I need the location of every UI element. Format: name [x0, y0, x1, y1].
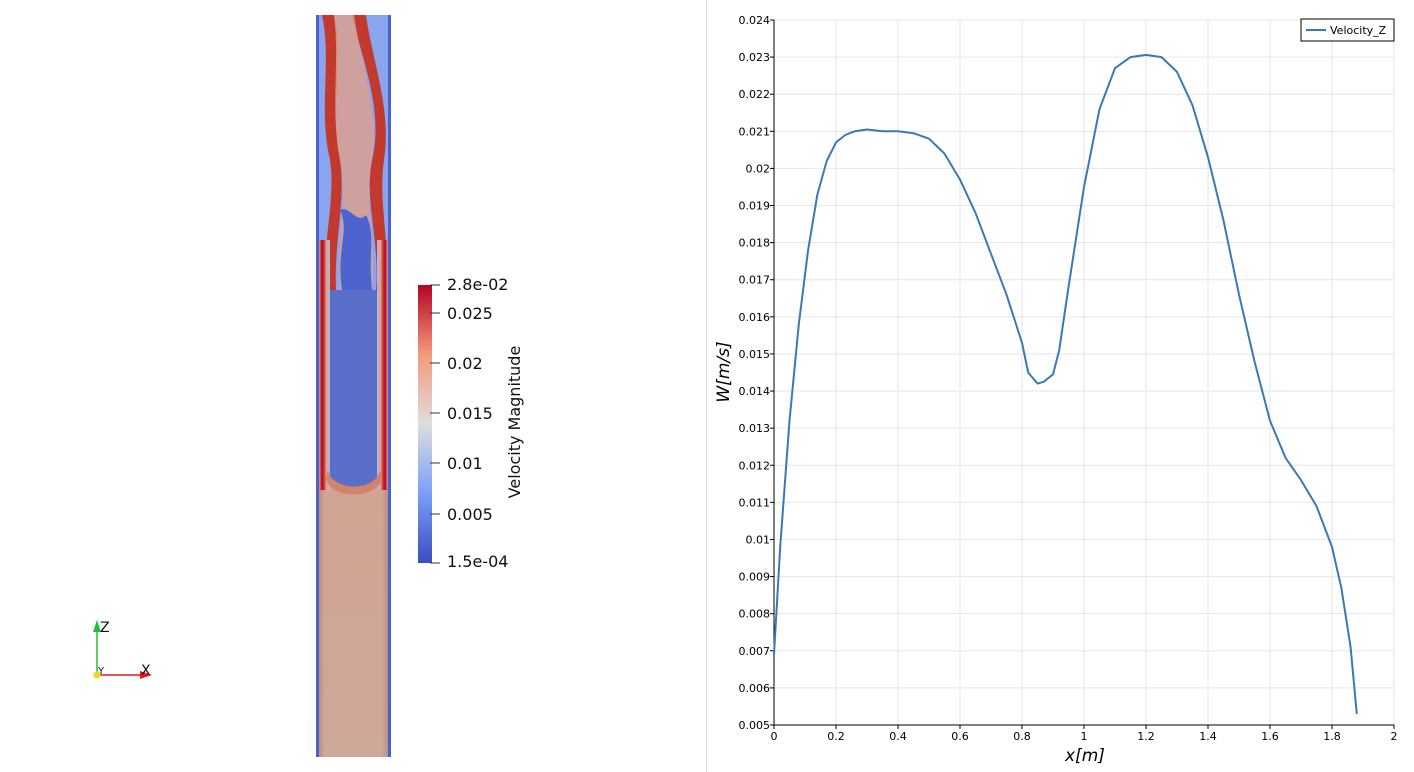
colorbar: 2.8e-02 0.025 0.02 0.015 0.01 0.005 1.5e… [418, 275, 524, 571]
y-axis-title: W[m/s] [714, 341, 734, 402]
x-tick-label: 1 [1081, 730, 1088, 743]
z-axis-label: Z [100, 620, 110, 636]
chart-grid [773, 19, 1395, 726]
colorbar-gradient [418, 285, 432, 563]
y-tick-label: 0.024 [739, 14, 771, 27]
x-axis-label: X [141, 663, 151, 679]
chart-axes: 0 0.2 0.4 0.6 0.8 1 1.2 1.4 1.6 1.8 2 0.005 0.006 0.0… [739, 14, 1398, 743]
y-tick-label: 0.013 [739, 422, 771, 435]
y-tick-label: 0.015 [739, 348, 771, 361]
colorbar-title: Velocity Magnitude [505, 346, 524, 499]
orientation-axes: Z Y X [93, 620, 152, 679]
x-tick-label: 0.8 [1013, 730, 1031, 743]
colorbar-tick-label: 0.005 [447, 505, 493, 524]
x-tick-label: 0 [771, 730, 778, 743]
colorbar-min-label: 1.5e-04 [447, 552, 508, 571]
x-tick-label: 2 [1391, 730, 1398, 743]
y-tick-label: 0.02 [746, 162, 771, 175]
render-view-canvas[interactable]: 2.8e-02 0.025 0.02 0.015 0.01 0.005 1.5e… [0, 0, 706, 772]
x-tick-label: 1.4 [1199, 730, 1217, 743]
x-tick-label: 1.8 [1323, 730, 1341, 743]
chart-legend: Velocity_Z [1300, 18, 1395, 42]
velocity-slice-image [316, 15, 391, 757]
y-tick-label: 0.011 [739, 496, 771, 509]
chart-series [773, 53, 1358, 714]
y-tick-label: 0.019 [739, 200, 771, 213]
colorbar-tick-label: 0.02 [447, 354, 483, 373]
x-tick-label: 0.2 [827, 730, 845, 743]
y-tick-label: 0.009 [739, 571, 771, 584]
line-chart[interactable]: 0 0.2 0.4 0.6 0.8 1 1.2 1.4 1.6 1.8 2 0.005 0.006 0.0… [707, 0, 1414, 772]
y-axis-label: Y [97, 666, 105, 677]
y-tick-label: 0.014 [739, 385, 771, 398]
x-tick-label: 0.6 [951, 730, 969, 743]
colorbar-tick-label: 0.015 [447, 404, 493, 423]
y-tick-label: 0.022 [739, 88, 771, 101]
y-tick-label: 0.008 [739, 608, 771, 621]
y-tick-label: 0.021 [739, 125, 771, 138]
y-tick-label: 0.006 [739, 682, 771, 695]
x-tick-label: 1.6 [1261, 730, 1279, 743]
x-tick-label: 1.2 [1137, 730, 1155, 743]
y-tick-label: 0.01 [746, 533, 771, 546]
colorbar-tick-label: 0.01 [447, 454, 483, 473]
legend-label: Velocity_Z [1330, 24, 1387, 37]
line-chart-view[interactable]: 0 0.2 0.4 0.6 0.8 1 1.2 1.4 1.6 1.8 2 0.005 0.006 0.0… [707, 0, 1414, 772]
y-tick-label: 0.023 [739, 51, 771, 64]
view-divider[interactable] [706, 0, 707, 772]
y-tick-label: 0.017 [739, 274, 771, 287]
y-tick-label: 0.018 [739, 237, 771, 250]
y-tick-label: 0.007 [739, 645, 771, 658]
colorbar-tick-label: 0.025 [447, 304, 493, 323]
y-tick-label: 0.012 [739, 459, 771, 472]
series-line-velocity-z [773, 53, 1358, 714]
y-tick-label: 0.016 [739, 311, 771, 324]
y-tick-label: 0.005 [739, 719, 771, 732]
x-axis-title: x[m] [1064, 746, 1105, 766]
x-tick-label: 0.4 [889, 730, 907, 743]
render-view[interactable]: 2.8e-02 0.025 0.02 0.015 0.01 0.005 1.5e… [0, 0, 706, 772]
colorbar-max-label: 2.8e-02 [447, 275, 508, 294]
